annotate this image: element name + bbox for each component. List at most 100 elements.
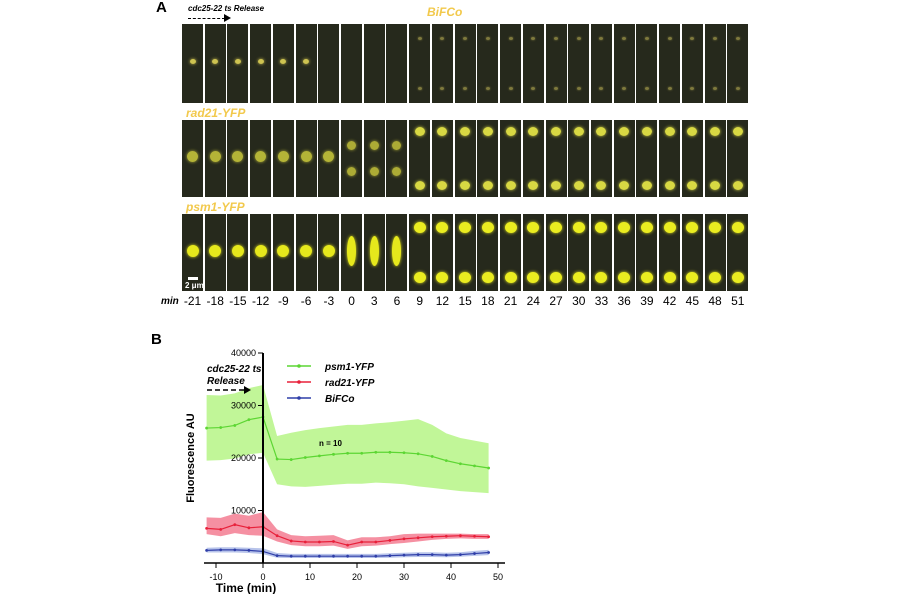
fluorescent-spot — [508, 36, 513, 40]
data-point — [247, 549, 251, 552]
fluorescent-spot — [504, 221, 517, 233]
time-point-label: 24 — [526, 294, 540, 308]
fluorescent-spot — [505, 180, 516, 190]
data-point — [473, 552, 476, 555]
data-point — [444, 459, 448, 463]
error-band — [206, 512, 489, 549]
micrograph-frame — [318, 24, 340, 103]
fluorescent-spot — [463, 87, 468, 91]
time-point-label: 33 — [594, 294, 609, 308]
time-point-label: 9 — [416, 294, 424, 308]
x-axis-label: Time (min) — [216, 581, 276, 594]
data-point — [360, 451, 364, 455]
micrograph-frame — [454, 120, 476, 197]
data-point — [416, 536, 420, 540]
micrograph-frame — [545, 214, 567, 291]
n-annotation: n = 10 — [319, 439, 342, 448]
fluorescent-spot — [414, 127, 425, 137]
fluorescent-spot — [527, 272, 540, 284]
time-point-label: 15 — [458, 294, 472, 308]
micrograph-frame — [568, 214, 590, 291]
micrograph-frame — [659, 120, 681, 197]
data-point — [205, 549, 209, 552]
micrograph-frame — [409, 120, 431, 197]
fluorescent-spot — [619, 127, 630, 137]
fluorescent-spot — [622, 87, 627, 91]
fluorescent-spot — [528, 180, 539, 190]
fluorescent-spot — [481, 272, 494, 284]
micrograph-frame — [182, 120, 204, 197]
row-label-psm1: psm1-YFP — [186, 200, 245, 214]
fluorescent-spot — [280, 58, 287, 64]
data-point — [247, 418, 251, 422]
legend-label: BiFCo — [325, 394, 354, 405]
data-point — [303, 554, 307, 558]
micrograph-frame — [545, 24, 567, 103]
fluorescent-spot — [485, 87, 490, 91]
row-label-rad21: rad21-YFP — [186, 106, 246, 120]
data-point — [318, 554, 321, 558]
data-point — [402, 553, 406, 557]
fluorescent-spot — [369, 140, 379, 150]
micrograph-frame — [477, 24, 499, 103]
panel-b-letter: B — [151, 331, 162, 348]
micrograph-frame — [477, 120, 499, 197]
data-point — [275, 534, 279, 538]
fluorescent-spot — [369, 167, 379, 177]
fluorescent-spot — [187, 151, 198, 163]
micrograph-frame — [295, 24, 317, 103]
micrograph-frame — [454, 214, 476, 291]
micrograph-strip-bifco — [182, 24, 750, 103]
micrograph-frame — [727, 24, 749, 103]
fluorescent-spot — [710, 127, 721, 137]
micrograph-frame — [386, 214, 408, 291]
data-point — [430, 455, 434, 458]
fluorescent-spot — [392, 167, 402, 177]
time-point-label: 27 — [549, 294, 563, 308]
fluorescent-spot — [527, 221, 540, 233]
data-point — [289, 539, 293, 543]
legend-label: psm1-YFP — [324, 362, 374, 373]
micrograph-frame — [227, 24, 249, 103]
micrograph-frame — [431, 214, 453, 291]
time-point-label: 21 — [503, 294, 518, 308]
time-point-label: 45 — [685, 294, 700, 308]
time-point-label: -9 — [278, 294, 289, 308]
fluorescent-spot — [392, 140, 402, 150]
fluorescent-spot — [323, 151, 335, 163]
time-point-label: 18 — [481, 294, 495, 308]
data-point — [219, 548, 223, 552]
data-point — [332, 540, 335, 543]
x-tick-label: 20 — [352, 572, 362, 582]
fluorescent-spot — [300, 244, 313, 257]
data-point — [318, 540, 321, 544]
fluorescent-spot — [417, 87, 422, 91]
time-point-label: -6 — [300, 294, 312, 308]
data-point — [416, 452, 420, 456]
time-point-label: -12 — [251, 294, 270, 308]
legend-label: rad21-YFP — [325, 378, 375, 389]
data-point — [430, 553, 434, 556]
micrograph-frame — [409, 214, 431, 291]
fluorescent-spot — [392, 235, 402, 266]
fluorescent-spot — [619, 180, 630, 190]
fluorescent-spot — [713, 87, 718, 91]
fluorescent-spot — [436, 221, 449, 233]
fluorescent-spot — [413, 272, 426, 284]
time-point-label: 30 — [572, 294, 586, 308]
fluorescent-spot — [573, 127, 584, 137]
fluorescent-spot — [687, 180, 698, 190]
data-point — [289, 458, 293, 461]
fluorescent-spot — [735, 36, 740, 40]
data-point — [374, 450, 378, 454]
data-point — [459, 553, 462, 556]
fluorescent-spot — [690, 36, 695, 40]
micrograph-frame — [295, 120, 317, 197]
data-point — [402, 451, 406, 455]
micrograph-frame — [568, 24, 590, 103]
micrograph-frame — [727, 120, 749, 197]
micrograph-frame — [204, 24, 226, 103]
data-point — [219, 528, 223, 531]
micrograph-frame — [500, 24, 522, 103]
micrograph-frame — [704, 120, 726, 197]
